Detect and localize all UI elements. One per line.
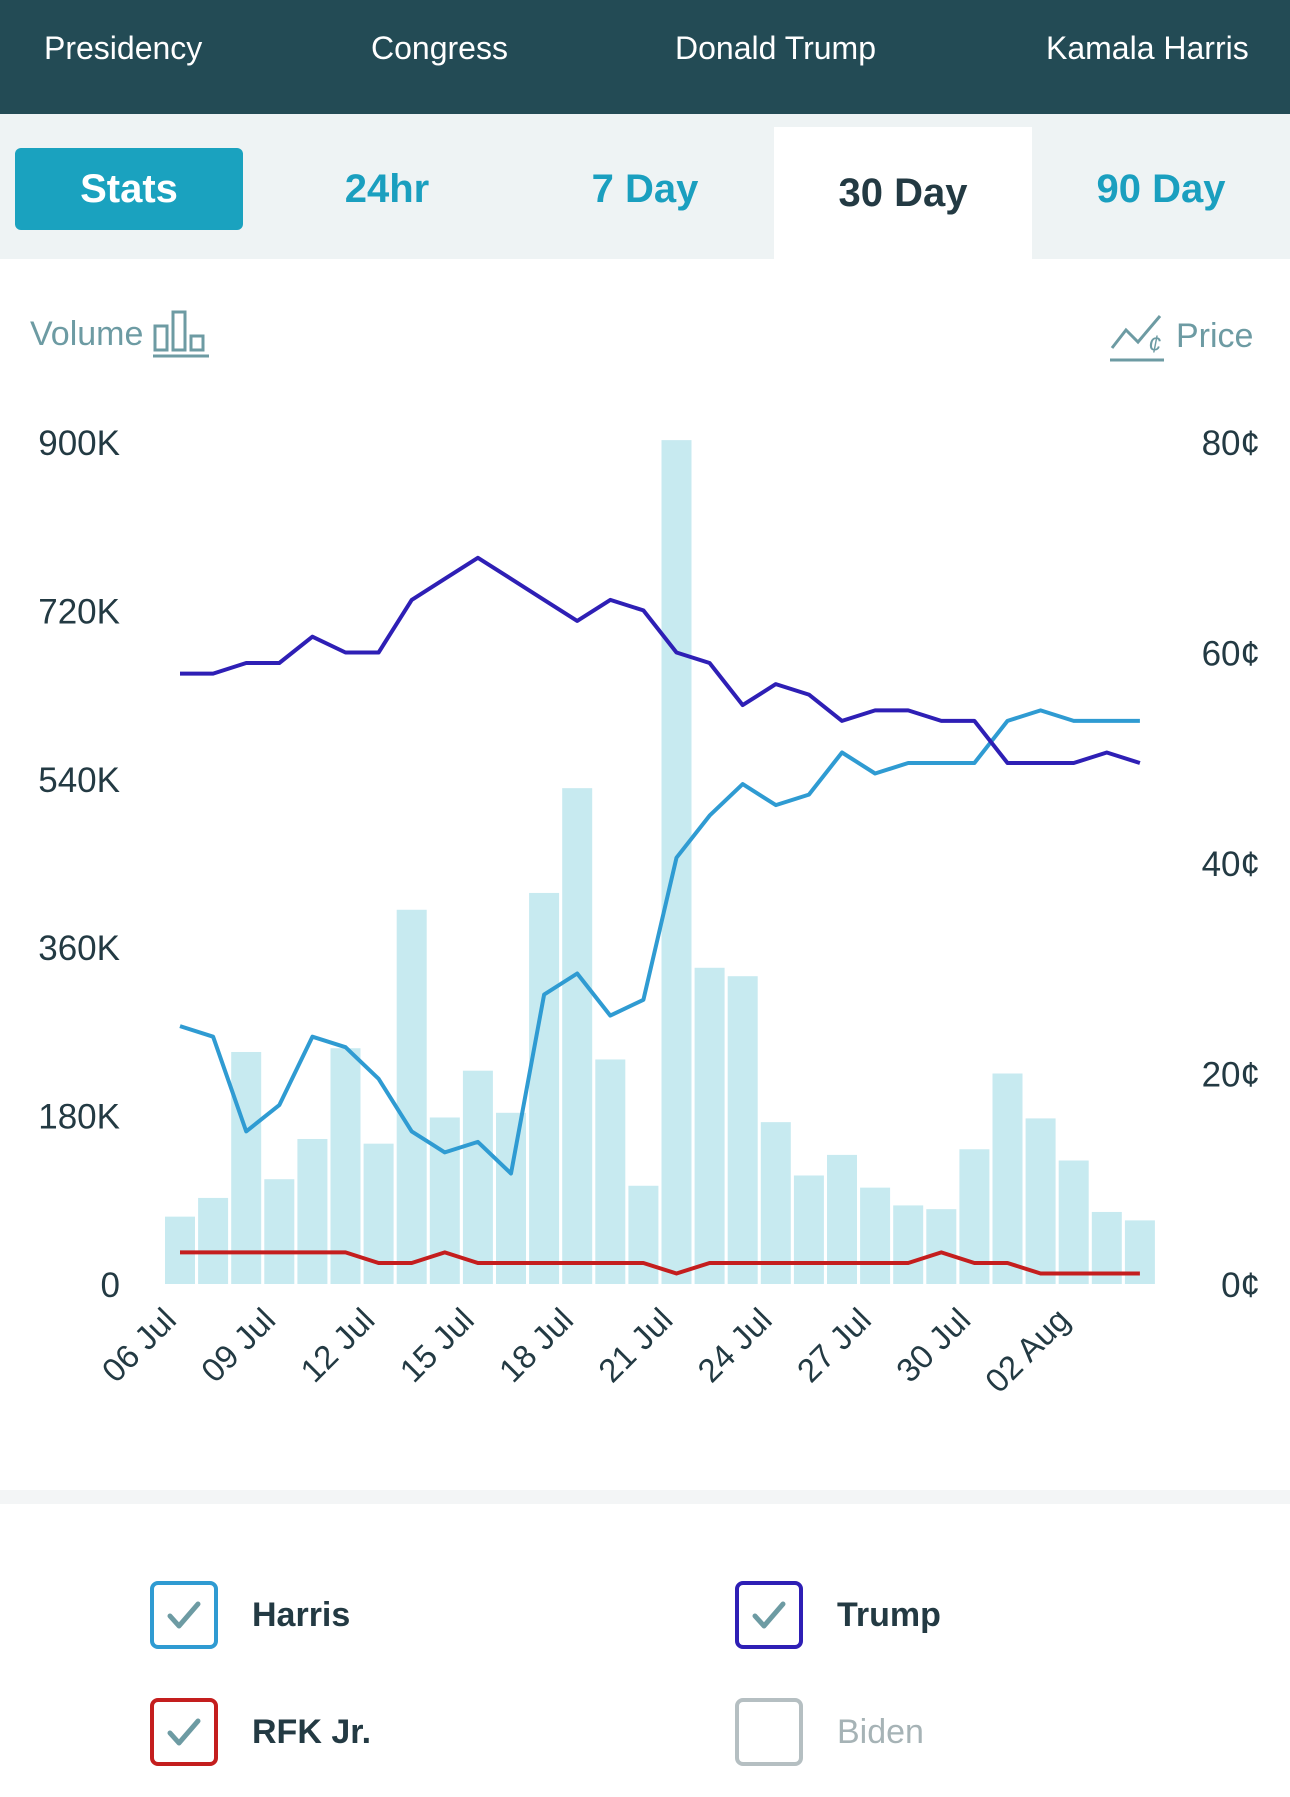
volume-bar xyxy=(429,1117,460,1284)
legend-label: Biden xyxy=(837,1712,924,1751)
price-tick-label: 40¢ xyxy=(1202,845,1260,884)
volume-bar xyxy=(860,1187,891,1284)
price-tick-label: 60¢ xyxy=(1202,635,1260,674)
nav-kamala-harris[interactable]: Kamala Harris xyxy=(1046,30,1249,66)
legend-biden[interactable]: Biden xyxy=(735,1698,924,1766)
checkmark-icon xyxy=(167,1601,201,1629)
price-axis: 0¢ 20¢ 40¢ 60¢ 80¢ xyxy=(1202,424,1260,1305)
volume-bar xyxy=(198,1197,229,1284)
svg-text:¢: ¢ xyxy=(1148,331,1161,358)
volume-bar xyxy=(992,1073,1023,1284)
volume-bar xyxy=(727,976,758,1284)
checkmark-icon xyxy=(167,1718,201,1746)
trump-checkbox[interactable] xyxy=(735,1581,803,1649)
date-tick-label: 15 Jul xyxy=(392,1301,480,1389)
volume-bar xyxy=(595,1059,626,1284)
date-tick-label: 12 Jul xyxy=(293,1301,381,1389)
volume-bar xyxy=(264,1179,295,1284)
date-tick-label: 24 Jul xyxy=(690,1301,778,1389)
biden-checkbox[interactable] xyxy=(735,1698,803,1766)
legend-trump[interactable]: Trump xyxy=(735,1581,941,1649)
volume-bar xyxy=(330,1048,361,1284)
date-tick-label: 18 Jul xyxy=(492,1301,580,1389)
nav-presidency[interactable]: Presidency xyxy=(44,30,203,66)
tab-24hr[interactable]: 24hr xyxy=(344,166,430,211)
price-tick-label: 20¢ xyxy=(1202,1056,1260,1095)
price-label: Price xyxy=(1176,316,1254,355)
date-tick-label: 21 Jul xyxy=(591,1301,679,1389)
price-line-1 xyxy=(180,555,1141,765)
rfk-checkbox[interactable] xyxy=(150,1698,218,1766)
volume-tick-label: 900K xyxy=(38,424,120,463)
line-chart-cents-icon: ¢ xyxy=(1110,315,1164,362)
volume-bar xyxy=(628,1185,659,1284)
volume-bar xyxy=(926,1209,957,1284)
time-range-tabs: Stats 24hr 7 Day 30 Day 90 Day xyxy=(0,114,1290,259)
volume-bar xyxy=(562,788,593,1284)
nav-donald-trump[interactable]: Donald Trump xyxy=(675,30,876,66)
volume-label: Volume xyxy=(30,314,144,353)
tab-7-day[interactable]: 7 Day xyxy=(591,166,699,211)
price-lines xyxy=(179,555,1141,1276)
volume-bar xyxy=(496,1112,526,1284)
volume-tick-label: 720K xyxy=(38,592,120,631)
volume-tick-label: 0 xyxy=(101,1266,120,1305)
harris-checkbox[interactable] xyxy=(150,1581,218,1649)
volume-bar xyxy=(165,1216,195,1284)
volume-axis: 0 180K 360K 540K 720K 900K xyxy=(38,424,120,1305)
bar-chart-icon xyxy=(153,310,210,358)
volume-bars xyxy=(165,440,1155,1284)
date-tick-label: 27 Jul xyxy=(790,1301,878,1389)
volume-bar xyxy=(760,1122,791,1284)
tab-90-day[interactable]: 90 Day xyxy=(1096,166,1226,211)
volume-bar xyxy=(529,892,560,1284)
nav-congress[interactable]: Congress xyxy=(371,30,508,66)
date-tick-label: 09 Jul xyxy=(194,1301,282,1389)
volume-tick-label: 180K xyxy=(38,1098,120,1137)
volume-toggle[interactable]: Volume xyxy=(30,308,213,360)
tab-30-day[interactable]: 30 Day xyxy=(774,127,1032,259)
series-legend: Harris Trump RFK Jr. Biden xyxy=(0,1490,1290,1797)
volume-bar xyxy=(231,1051,262,1284)
volume-bar xyxy=(396,909,427,1284)
stats-button[interactable]: Stats xyxy=(15,148,243,230)
checkmark-icon xyxy=(752,1601,786,1629)
price-toggle[interactable]: ¢ Price xyxy=(1108,308,1253,364)
date-axis: 06 Jul 09 Jul 12 Jul 15 Jul 18 Jul 21 Jul 24 J… xyxy=(95,1301,1077,1400)
date-tick-label: 02 Aug xyxy=(978,1301,1077,1400)
legend-harris[interactable]: Harris xyxy=(150,1581,350,1649)
price-line-2 xyxy=(180,1250,1140,1276)
legend-label: RFK Jr. xyxy=(252,1712,372,1751)
volume-bar xyxy=(893,1205,924,1284)
legend-label: Harris xyxy=(252,1595,351,1634)
volume-bar xyxy=(1025,1118,1056,1284)
volume-bar xyxy=(694,967,725,1284)
volume-bar xyxy=(793,1175,824,1284)
volume-bar xyxy=(297,1138,328,1284)
top-navigation: Presidency Congress Donald Trump Kamala … xyxy=(0,0,1290,114)
price-volume-chart: 0 180K 360K 540K 720K 900K 0¢ 20¢ 40¢ 60¢ 80¢ 06 … xyxy=(38,424,1260,1400)
legend-label: Trump xyxy=(837,1595,941,1634)
volume-bar xyxy=(1058,1160,1089,1284)
volume-bar xyxy=(462,1070,493,1284)
volume-tick-label: 360K xyxy=(38,929,120,968)
date-tick-label: 06 Jul xyxy=(95,1301,183,1389)
legend-rfk[interactable]: RFK Jr. xyxy=(150,1698,371,1766)
price-tick-label: 80¢ xyxy=(1202,424,1260,463)
volume-tick-label: 540K xyxy=(38,761,120,800)
price-line-0 xyxy=(179,708,1140,1176)
date-tick-label: 30 Jul xyxy=(889,1301,977,1389)
price-tick-label: 0¢ xyxy=(1221,1266,1260,1305)
